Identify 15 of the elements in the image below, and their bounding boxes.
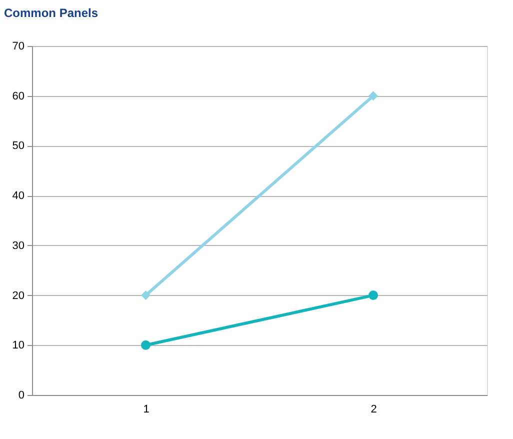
y-tick-label: 40: [12, 190, 24, 202]
y-tick-label: 70: [12, 40, 24, 52]
y-tick-label: 0: [18, 390, 24, 402]
point: [141, 290, 150, 300]
y-tick-label: 30: [12, 240, 24, 252]
x-tick-label: 2: [370, 404, 377, 416]
y-tick-label: 50: [12, 140, 24, 152]
point: [368, 290, 378, 300]
y-tick-label: 60: [12, 90, 24, 102]
y-tick-label: 10: [12, 340, 24, 352]
x-tick-label: 1: [143, 404, 150, 416]
chart-title: Common Panels: [4, 6, 98, 20]
y-tick-label: 20: [12, 290, 24, 302]
point: [141, 340, 150, 350]
point: [368, 91, 378, 101]
